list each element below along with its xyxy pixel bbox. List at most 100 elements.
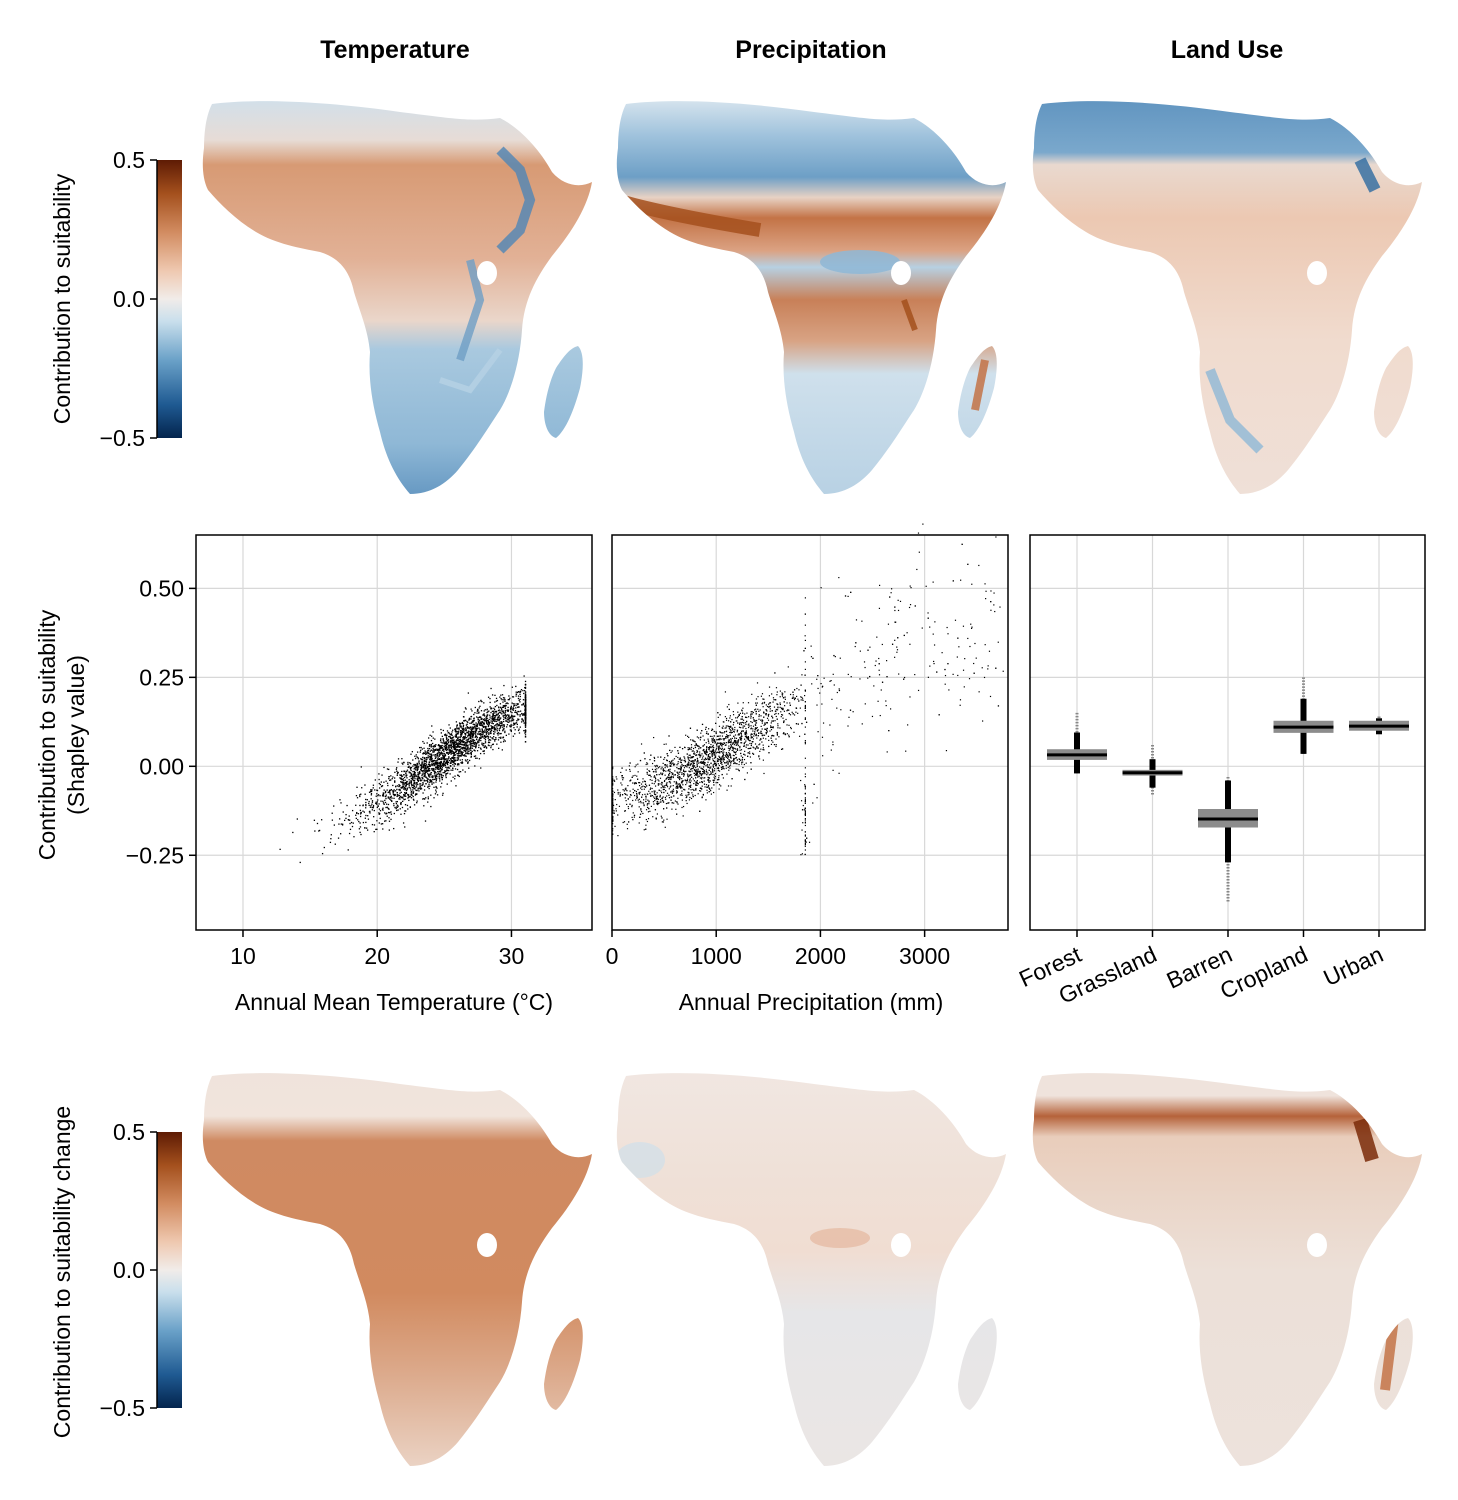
scatter-point <box>668 788 670 790</box>
scatter-point <box>754 727 757 729</box>
scatter-point <box>684 771 686 773</box>
scatter-point <box>452 736 454 738</box>
scatter-point <box>483 734 486 737</box>
scatter-point <box>438 744 440 746</box>
scatter-point <box>804 757 806 759</box>
scatter-point <box>739 759 742 761</box>
scatter-point <box>313 819 316 821</box>
scatter-point <box>458 771 460 773</box>
scatter-point <box>348 819 350 821</box>
scatter-point <box>428 766 430 768</box>
scatter-point <box>693 780 696 782</box>
scatter-point <box>731 718 733 721</box>
scatter-point <box>742 702 744 704</box>
scatter-point <box>418 776 421 779</box>
scatter-point <box>632 782 634 784</box>
scatter-point <box>737 745 739 747</box>
scatter-point <box>644 793 646 795</box>
scatter-point <box>377 805 379 807</box>
scatter-point <box>756 682 759 684</box>
scatter-point <box>700 767 702 769</box>
scatter-point <box>470 740 472 742</box>
scatter-point <box>469 726 472 729</box>
scatter-point <box>497 719 500 721</box>
scatter-point <box>719 735 721 737</box>
scatter-point <box>629 768 631 771</box>
scatter-point <box>412 798 415 800</box>
scatter-point <box>695 788 697 790</box>
scatter-point <box>651 768 654 770</box>
scatter-point <box>669 764 671 767</box>
scatter-point <box>436 748 438 750</box>
scatter-point <box>677 772 679 775</box>
scatter-point <box>687 775 689 777</box>
scatter-point <box>436 778 438 780</box>
scatter-point <box>801 696 803 699</box>
scatter-point <box>801 853 803 855</box>
scatter-point <box>447 738 450 741</box>
scatter-point <box>449 773 451 775</box>
scatter-point <box>467 762 469 765</box>
scatter-point <box>779 702 781 704</box>
scatter-point <box>460 732 462 735</box>
scatter-point <box>463 749 465 752</box>
scatter-point <box>465 727 467 729</box>
scatter-point <box>741 716 743 718</box>
scatter-point <box>386 782 389 784</box>
scatter-point <box>436 775 438 778</box>
scatter-point <box>435 756 437 759</box>
scatter-point <box>773 735 775 737</box>
scatter-point <box>677 752 680 754</box>
scatter-point <box>617 835 619 837</box>
scatter-point <box>462 754 464 757</box>
scatter-point <box>456 727 458 729</box>
scatter-point <box>450 780 452 782</box>
scatter-point <box>493 736 495 738</box>
scatter-point <box>676 791 678 793</box>
scatter-point <box>499 706 502 708</box>
scatter-point <box>819 692 821 694</box>
scatter-point <box>633 814 636 816</box>
scatter-point <box>481 731 484 733</box>
scatter-point <box>396 774 398 776</box>
scatter-point <box>718 742 720 744</box>
scatter-point <box>685 796 687 799</box>
scatter-point <box>995 536 997 538</box>
scatter-point <box>679 761 682 763</box>
scatter-point <box>412 770 414 773</box>
scatter-point <box>713 739 716 741</box>
scatter-point <box>691 770 693 772</box>
scatter-point <box>804 661 806 663</box>
scatter-point <box>680 781 683 783</box>
scatter-point <box>725 737 727 739</box>
scatter-point <box>482 714 484 716</box>
scatter-point <box>711 729 713 732</box>
scatter-point <box>371 803 373 805</box>
scatter-point <box>692 747 695 750</box>
scatter-point <box>698 753 700 756</box>
scatter-point <box>687 756 689 758</box>
scatter-point <box>478 707 480 709</box>
scatter-point <box>692 761 694 763</box>
column-title-land-use: Land Use <box>1171 36 1284 64</box>
scatter-point <box>817 675 819 677</box>
scatter-point <box>423 759 426 762</box>
scatter-point <box>435 791 437 793</box>
scatter-point <box>370 789 372 791</box>
scatter-point <box>676 785 678 788</box>
scatter-point <box>622 821 624 824</box>
scatter-point <box>692 739 694 741</box>
scatter-point <box>710 751 713 753</box>
scatter-point <box>863 661 866 663</box>
scatter-point <box>482 742 485 745</box>
scatter-point <box>804 788 806 790</box>
scatter-point <box>676 764 678 766</box>
scatter-point <box>734 741 736 743</box>
scatter-point <box>388 789 391 791</box>
scatter-point <box>500 737 502 739</box>
scatter-point <box>442 792 444 795</box>
scatter-point <box>347 818 349 821</box>
scatter-point <box>383 781 385 783</box>
scatter-point <box>693 751 695 753</box>
scatter-point <box>470 755 473 757</box>
